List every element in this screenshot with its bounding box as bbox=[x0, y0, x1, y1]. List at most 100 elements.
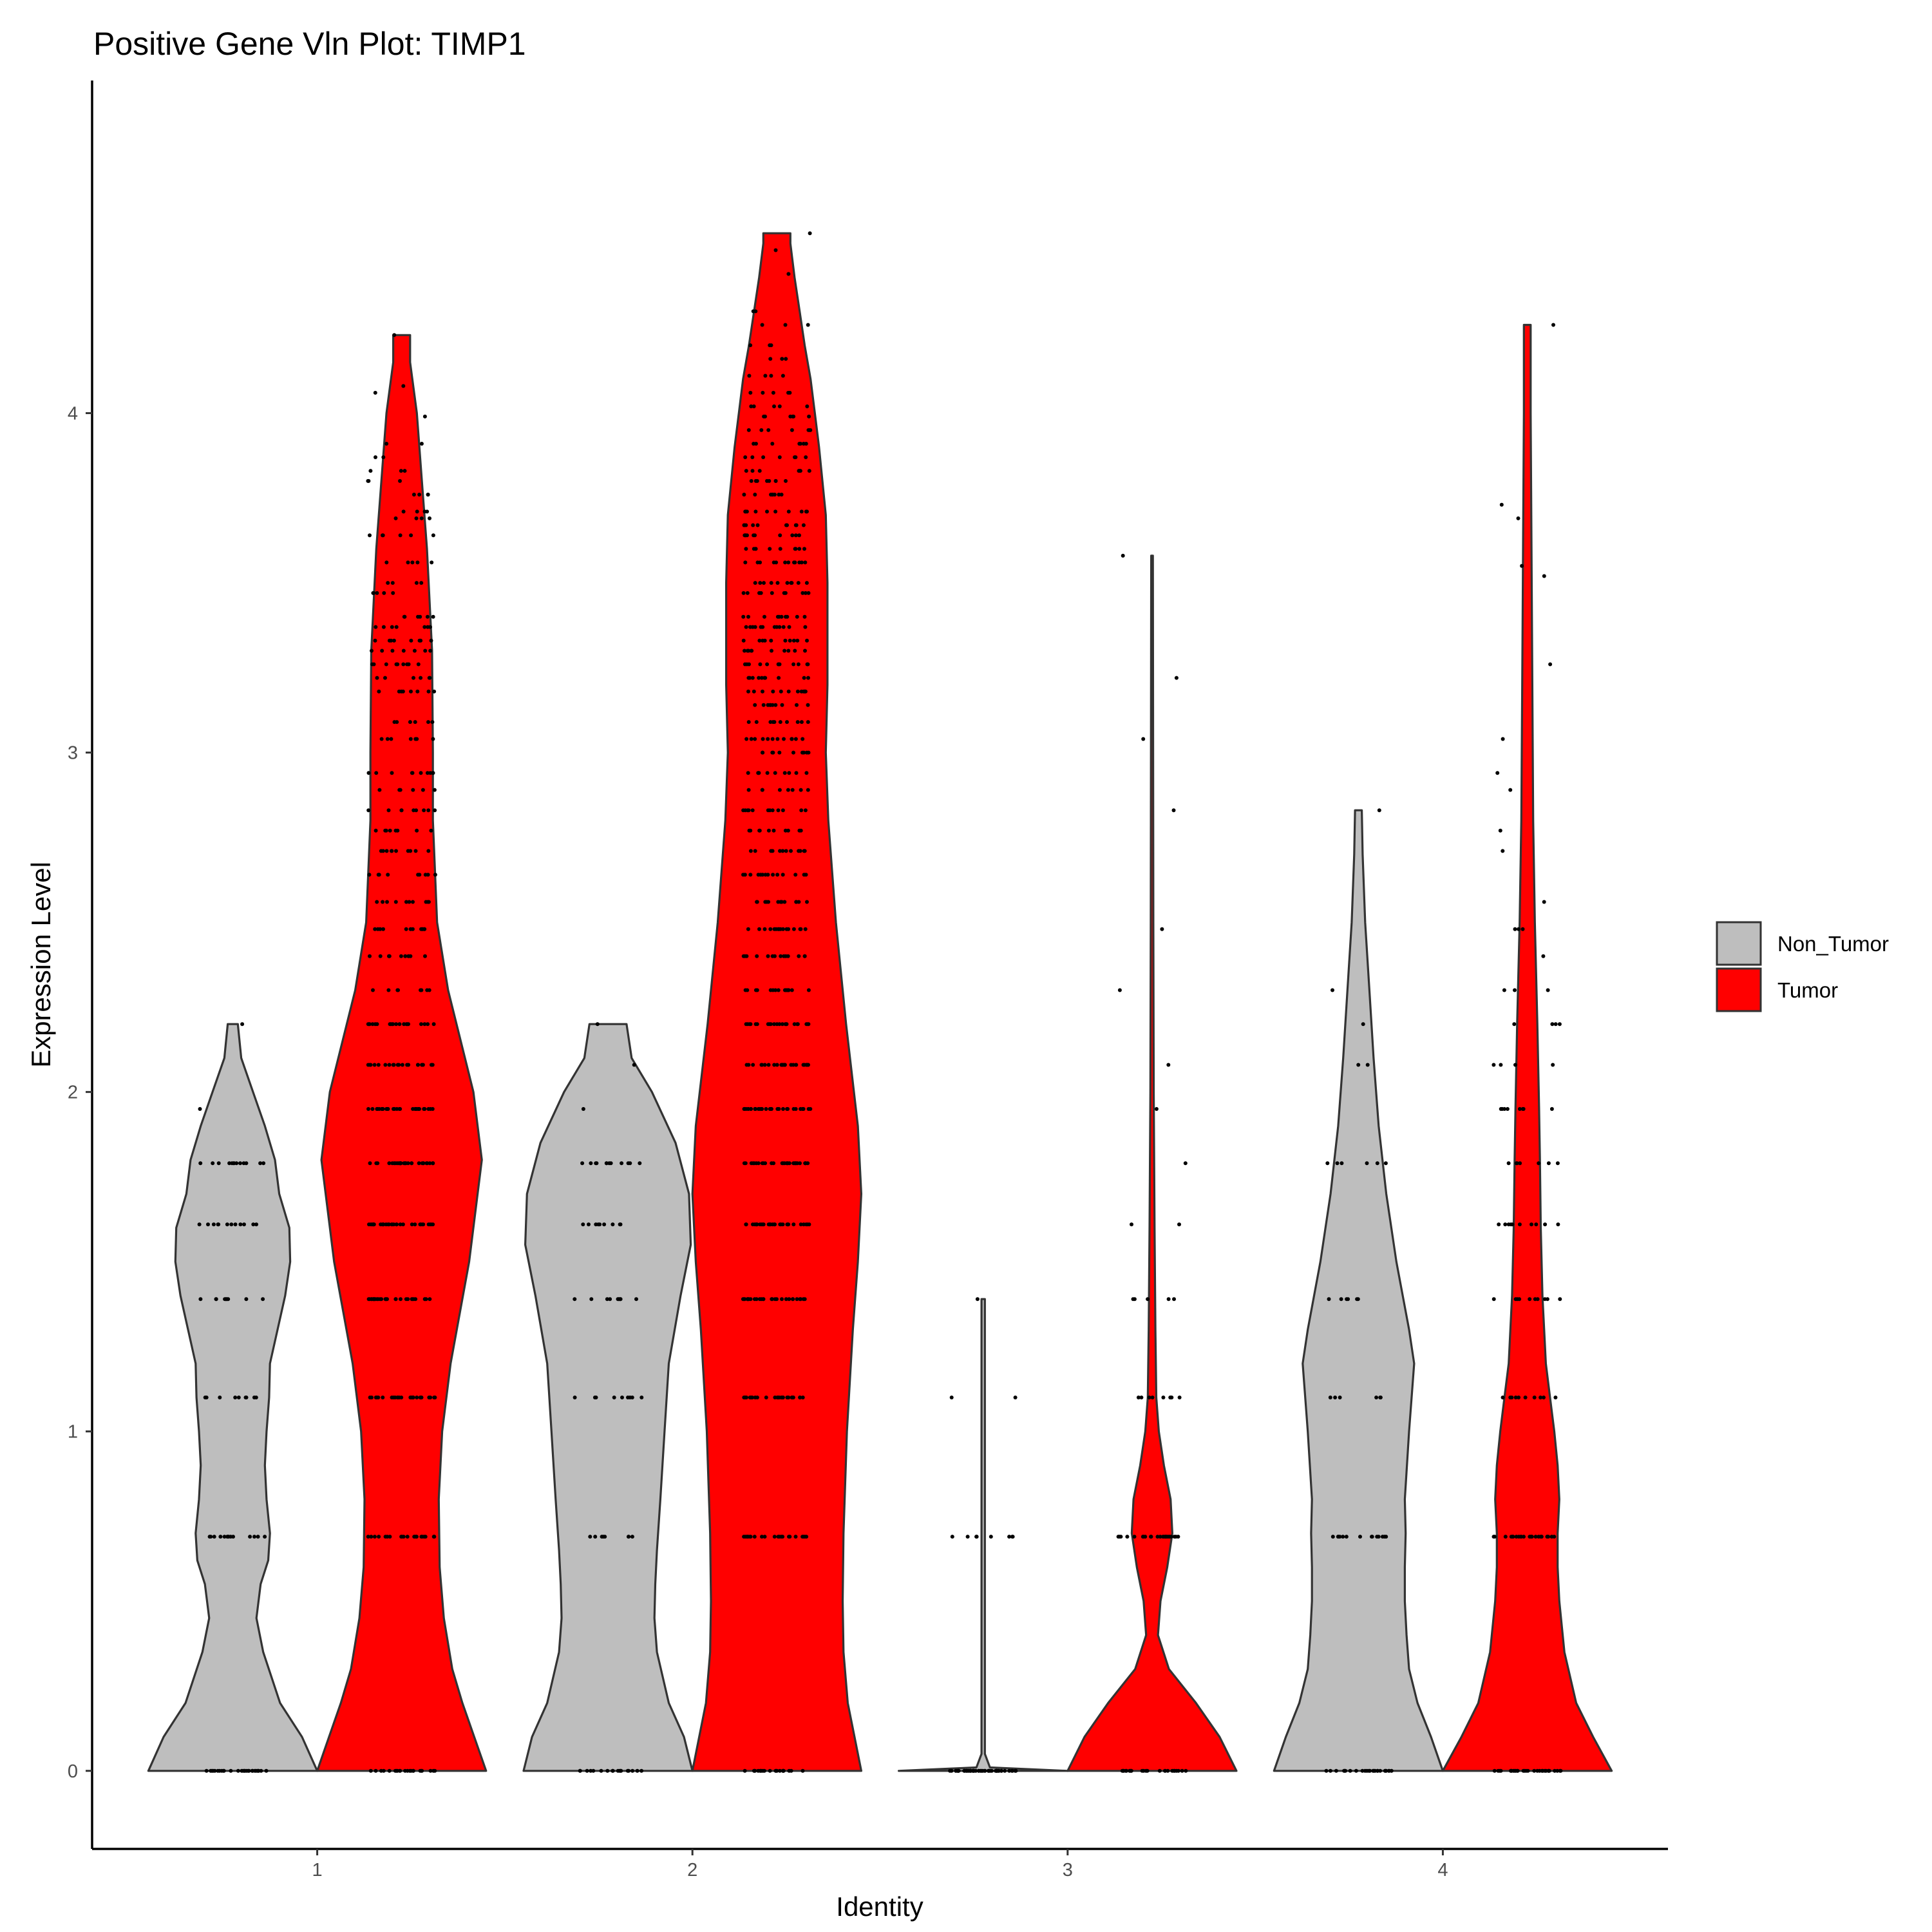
data-point bbox=[771, 873, 775, 877]
data-point bbox=[427, 988, 431, 992]
data-point bbox=[741, 954, 746, 958]
data-point bbox=[746, 720, 751, 724]
data-point bbox=[425, 509, 430, 514]
data-point bbox=[786, 988, 791, 992]
data-point bbox=[430, 560, 434, 565]
data-point bbox=[426, 900, 431, 904]
data-point bbox=[432, 1535, 437, 1539]
data-point bbox=[965, 1535, 970, 1539]
data-point bbox=[1553, 1768, 1557, 1773]
data-point bbox=[806, 988, 811, 992]
data-point bbox=[419, 1535, 424, 1539]
data-point bbox=[379, 1107, 384, 1111]
data-point bbox=[639, 1768, 644, 1773]
data-point bbox=[799, 927, 803, 931]
data-point bbox=[252, 1535, 256, 1539]
data-point bbox=[431, 533, 435, 538]
data-point bbox=[779, 689, 783, 694]
data-point bbox=[773, 954, 777, 958]
data-point bbox=[1380, 1535, 1385, 1539]
data-point bbox=[1348, 1768, 1352, 1773]
data-point bbox=[757, 469, 762, 473]
data-point bbox=[806, 323, 810, 327]
data-point bbox=[1499, 502, 1504, 507]
violin-tumor-1 bbox=[316, 334, 488, 1772]
data-point bbox=[780, 357, 784, 361]
data-point bbox=[238, 1161, 242, 1166]
data-point bbox=[1499, 1768, 1503, 1773]
data-point bbox=[760, 323, 764, 327]
data-point bbox=[772, 493, 777, 497]
data-point bbox=[1162, 1768, 1167, 1773]
data-point bbox=[743, 1768, 747, 1773]
data-point bbox=[374, 455, 377, 459]
data-point bbox=[1551, 1063, 1555, 1067]
data-point bbox=[236, 1768, 240, 1773]
data-point bbox=[383, 676, 387, 680]
data-point bbox=[1543, 1222, 1548, 1227]
data-point bbox=[399, 1535, 404, 1539]
data-point bbox=[761, 1768, 765, 1773]
data-point bbox=[1117, 1535, 1122, 1539]
data-point bbox=[806, 788, 810, 792]
data-point bbox=[741, 614, 746, 619]
data-point bbox=[1532, 1396, 1537, 1399]
data-point bbox=[799, 1107, 803, 1111]
data-point bbox=[426, 873, 430, 877]
data-point bbox=[368, 533, 372, 538]
data-point bbox=[786, 1222, 790, 1227]
data-point bbox=[747, 374, 752, 378]
data-point bbox=[754, 720, 759, 724]
data-point bbox=[1384, 1768, 1388, 1773]
data-point bbox=[779, 927, 782, 931]
data-point bbox=[788, 414, 793, 419]
data-point bbox=[400, 1063, 404, 1067]
data-point bbox=[395, 662, 400, 667]
data-point bbox=[745, 591, 750, 595]
data-point bbox=[771, 390, 775, 395]
data-point bbox=[793, 533, 798, 538]
data-point bbox=[1161, 1396, 1166, 1399]
data-point bbox=[758, 662, 762, 667]
data-point bbox=[805, 900, 809, 904]
data-point bbox=[1139, 1396, 1144, 1399]
data-point bbox=[216, 1222, 220, 1227]
data-point bbox=[390, 581, 395, 585]
data-point bbox=[806, 1107, 811, 1111]
data-point bbox=[261, 1161, 266, 1166]
jitter-points-layer bbox=[197, 231, 1563, 1773]
data-point bbox=[1325, 1161, 1330, 1166]
data-point bbox=[390, 849, 394, 853]
data-point bbox=[598, 1222, 602, 1227]
data-point bbox=[386, 581, 390, 585]
data-point bbox=[412, 676, 415, 680]
data-point bbox=[787, 625, 791, 629]
data-point bbox=[794, 523, 799, 527]
data-point bbox=[762, 1535, 767, 1539]
data-point bbox=[426, 720, 430, 724]
data-point bbox=[1548, 662, 1553, 667]
data-point bbox=[366, 1297, 371, 1302]
data-point bbox=[403, 954, 408, 958]
data-point bbox=[428, 649, 433, 653]
data-point bbox=[605, 1768, 610, 1773]
data-point bbox=[994, 1768, 999, 1773]
data-point bbox=[431, 614, 435, 619]
data-point bbox=[1184, 1768, 1188, 1773]
data-point bbox=[1517, 1396, 1521, 1399]
data-point bbox=[1334, 1768, 1338, 1773]
data-point bbox=[766, 900, 771, 904]
data-point bbox=[803, 649, 807, 653]
data-point bbox=[236, 1396, 241, 1399]
data-point bbox=[804, 771, 809, 775]
data-point bbox=[383, 1535, 388, 1539]
data-point bbox=[419, 1022, 423, 1027]
data-point bbox=[1551, 323, 1555, 327]
data-point bbox=[775, 581, 780, 585]
data-point bbox=[759, 591, 763, 595]
data-point bbox=[384, 442, 389, 446]
data-point bbox=[399, 1161, 403, 1166]
data-point bbox=[1174, 676, 1179, 680]
data-point bbox=[797, 547, 802, 551]
data-point bbox=[256, 1535, 260, 1539]
